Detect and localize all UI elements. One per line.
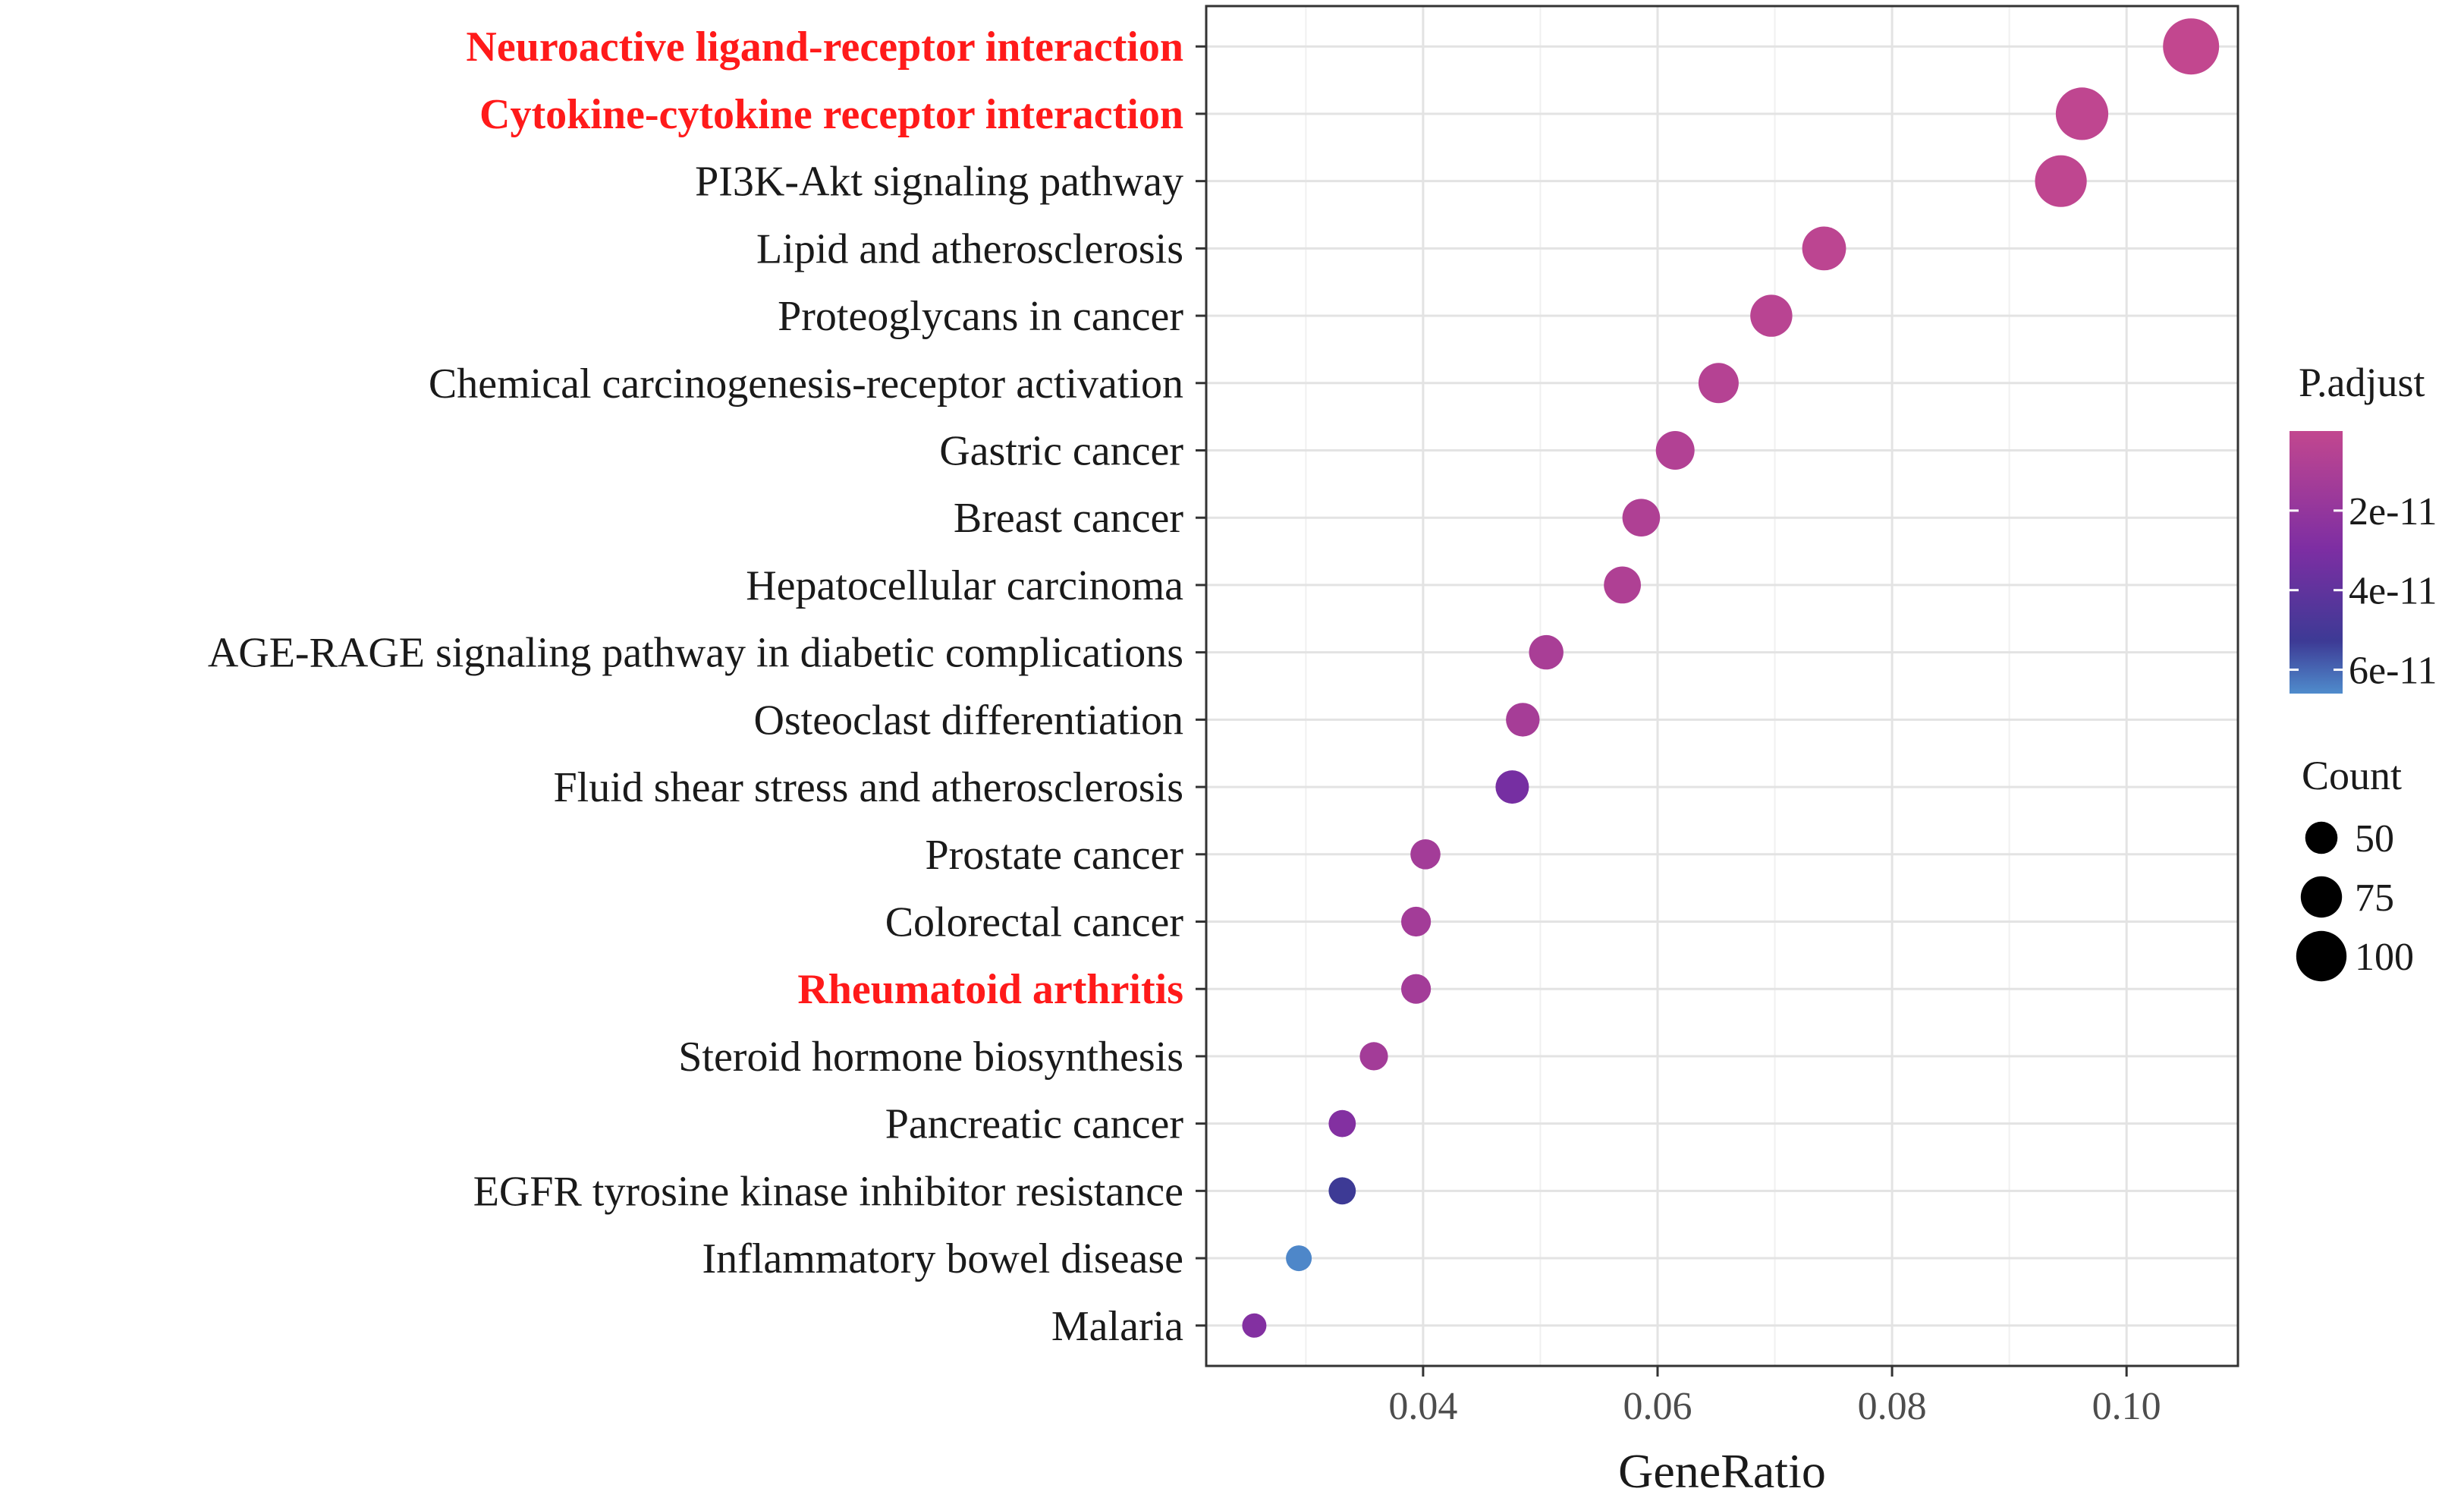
y-tick-label: Gastric cancer [939,428,1183,475]
y-tick-label: Osteoclast differentiation [753,697,1183,744]
y-tick-label: Breast cancer [954,495,1183,542]
data-point [1359,1042,1388,1071]
data-point [2035,155,2087,207]
x-axis: 0.04 0.06 0.08 0.10 [1388,1366,2161,1428]
y-tick-label: Neuroactive ligand-receptor interaction [466,24,1183,71]
data-point [1242,1313,1267,1338]
y-tick-label: EGFR tyrosine kinase inhibitor resistanc… [473,1168,1183,1215]
plot-panel-background [1206,6,2238,1366]
data-point [1495,770,1529,804]
data-point [1604,566,1642,604]
data-point [1410,839,1441,870]
size-legend-label: 75 [2355,876,2394,920]
data-point [1529,634,1564,670]
y-axis: Neuroactive ligand-receptor interaction C… [208,24,1206,1350]
size-legend-dot [2296,930,2347,982]
y-tick-label: Fluid shear stress and atherosclerosis [554,764,1183,811]
size-legend-dot [2300,876,2343,918]
x-tick-label: 0.08 [1858,1385,1927,1428]
y-tick-label: Prostate cancer [926,832,1184,879]
data-point [1328,1109,1356,1138]
size-legend: Count 50 75 100 [2296,753,2414,982]
x-tick-label: 0.04 [1388,1385,1457,1428]
color-bar-label: 4e-11 [2349,570,2437,613]
y-tick-label: Chemical carcinogenesis-receptor activat… [429,360,1183,408]
data-points [1242,18,2220,1338]
y-tick-label: Malaria [1051,1303,1183,1350]
y-tick-label: AGE-RAGE signaling pathway in diabetic c… [208,630,1183,677]
color-legend-title: P.adjust [2299,360,2425,405]
data-point [1655,431,1695,470]
data-point [1802,226,1846,271]
data-point [2055,87,2109,140]
data-point [1750,294,1793,337]
color-bar-label: 6e-11 [2349,650,2437,693]
data-point [1401,906,1432,937]
y-tick-label: Proteoglycans in cancer [778,293,1183,340]
x-tick-label: 0.06 [1623,1385,1692,1428]
y-tick-label: Hepatocellular carcinoma [746,562,1183,609]
data-point [1286,1245,1312,1272]
plot-panel-border [1205,5,2239,1367]
size-legend-label: 50 [2355,817,2394,861]
color-bar [2290,431,2343,694]
x-tick-label: 0.10 [2092,1385,2161,1428]
data-point [2163,18,2220,75]
y-tick-label: Lipid and atherosclerosis [756,225,1183,272]
data-point [1328,1177,1356,1205]
y-tick-label: Pancreatic cancer [885,1101,1184,1148]
size-legend-label: 100 [2355,936,2414,979]
data-point [1622,499,1661,537]
color-legend: P.adjust 2e-11 4e-11 6e-11 [2290,360,2437,694]
data-point [1698,363,1739,404]
y-tick-label: Steroid hormone biosynthesis [678,1034,1183,1081]
x-axis-title: GeneRatio [1618,1444,1826,1498]
y-tick-label: Rheumatoid arthritis [797,966,1183,1013]
size-legend-dot [2305,821,2338,854]
color-bar-label: 2e-11 [2349,490,2437,533]
size-legend-title: Count [2302,753,2402,798]
y-tick-label: Cytokine-cytokine receptor interaction [479,91,1183,138]
data-point [1506,703,1540,737]
y-tick-label: PI3K-Akt signaling pathway [695,159,1183,206]
y-tick-label: Inflammatory bowel disease [702,1235,1183,1282]
grid [1206,6,2238,1366]
y-tick-label: Colorectal cancer [885,898,1184,946]
data-point [1401,974,1432,1004]
